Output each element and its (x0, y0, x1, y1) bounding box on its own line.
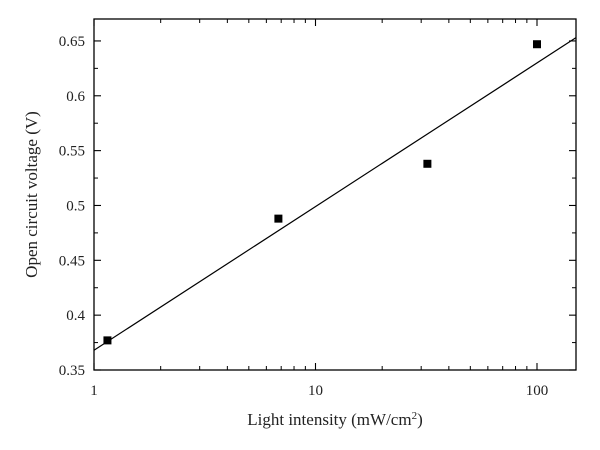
data-point-square (103, 336, 112, 345)
data-point-square (274, 214, 283, 223)
x-tick-label: 100 (526, 383, 549, 399)
x-axis-title-superscript: 2 (412, 410, 418, 422)
y-tick-label: 0.45 (59, 253, 85, 269)
data-point-square (423, 159, 432, 168)
series-lines (93, 37, 577, 351)
plot-frame (93, 18, 577, 371)
y-tick-label: 0.65 (59, 34, 85, 50)
fit-line (93, 37, 577, 351)
x-axis-ticks: 1 10 100 (90, 19, 548, 399)
data-point-square (532, 40, 541, 49)
y-tick-label: 0.4 (66, 308, 85, 324)
x-tick-label: 1 (90, 383, 98, 399)
y-axis-ticks: 0.35 0.4 0.45 0.5 0.55 0.6 0.65 (59, 34, 576, 379)
series-points (103, 40, 541, 345)
y-tick-label: 0.35 (59, 363, 85, 379)
y-axis-title: Open circuit voltage (V) (22, 111, 41, 278)
y-tick-label: 0.5 (66, 198, 85, 214)
x-axis-title: Light intensity (mW/cm2) (247, 410, 422, 429)
y-tick-label: 0.55 (59, 144, 85, 160)
y-tick-label: 0.6 (66, 89, 85, 105)
x-tick-label: 10 (308, 383, 323, 399)
x-axis-title-base: Light intensity (mW/cm (247, 410, 411, 429)
x-axis-title-suffix: ) (417, 410, 423, 429)
plot-area-group (93, 18, 577, 371)
